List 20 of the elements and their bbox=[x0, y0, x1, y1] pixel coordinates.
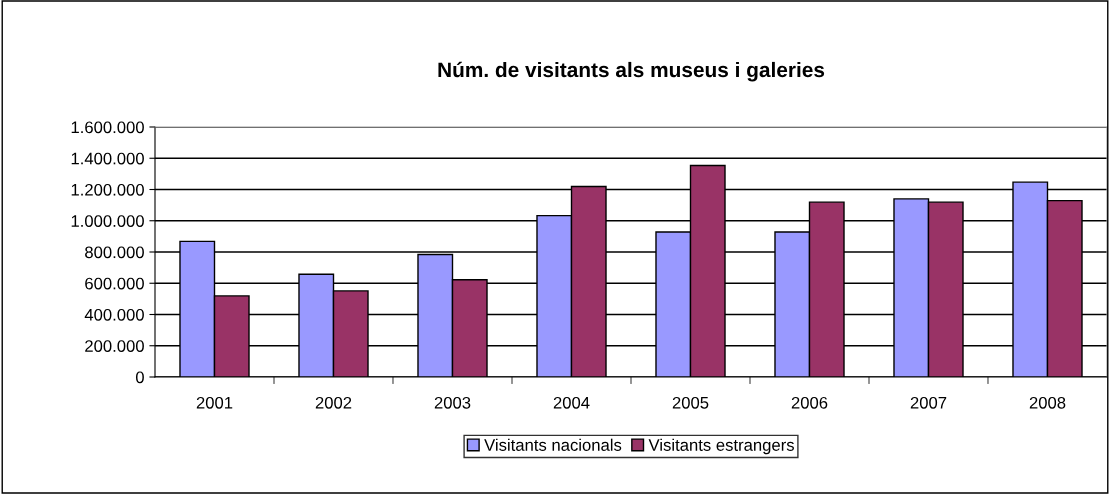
y-tick-label: 400.000 bbox=[84, 308, 144, 321]
y-tick-label: 1.600.000 bbox=[71, 121, 144, 134]
x-tick-label: 2007 bbox=[910, 396, 947, 409]
x-tick-label: 2006 bbox=[791, 396, 828, 409]
y-tick-label: 1.000.000 bbox=[71, 215, 144, 227]
x-tick-label: 2003 bbox=[434, 396, 471, 409]
y-tick-label: 0 bbox=[135, 371, 144, 384]
legend-label: Visitants estrangers bbox=[648, 438, 794, 455]
x-tick-label: 2004 bbox=[553, 396, 590, 409]
x-tick-label: 2008 bbox=[1029, 396, 1066, 409]
x-tick-label: 2002 bbox=[315, 396, 352, 409]
y-tick-label: 1.400.000 bbox=[71, 152, 144, 165]
y-tick-label: 600.000 bbox=[85, 277, 144, 290]
x-tick-label: 2001 bbox=[196, 396, 233, 409]
y-tick-label: 1.200.000 bbox=[71, 183, 144, 196]
chart-title: Núm. de visitants als museus i galeries bbox=[438, 61, 825, 82]
y-tick-label: 200.000 bbox=[85, 340, 144, 352]
legend-label: Visitants nacionals bbox=[484, 438, 622, 451]
y-tick-label: 800.000 bbox=[85, 246, 144, 259]
x-tick-label: 2005 bbox=[672, 396, 709, 409]
